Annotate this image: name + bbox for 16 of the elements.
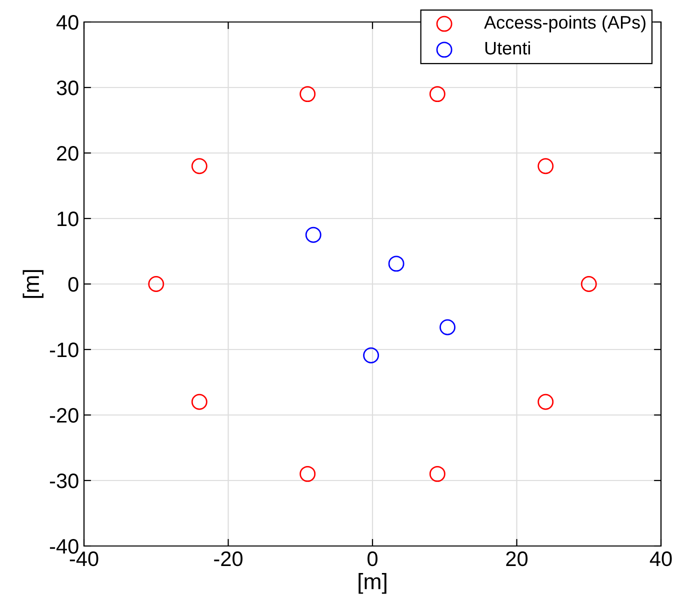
legend-label: Access-points (APs) <box>484 15 646 32</box>
y-tick-label: -10 <box>50 342 78 358</box>
y-tick-label: 10 <box>58 212 78 226</box>
y-tick-label: 30 <box>56 80 78 96</box>
x-tick-label: 40 <box>650 551 672 566</box>
y-tick-label: -20 <box>50 408 78 423</box>
y-tick-label: 20 <box>57 146 78 161</box>
x-tick-label: -20 <box>214 551 242 566</box>
x-tick-label: 20 <box>506 551 528 566</box>
y-axis-title: [m] <box>22 270 44 298</box>
y-tick-label: 40 <box>56 15 78 30</box>
x-tick-label: 0 <box>368 551 378 566</box>
x-axis-title: [m] <box>358 573 386 594</box>
legend-label: Utenti <box>485 41 530 55</box>
y-tick-label: 0 <box>68 277 78 292</box>
y-tick-label: -30 <box>50 474 78 488</box>
